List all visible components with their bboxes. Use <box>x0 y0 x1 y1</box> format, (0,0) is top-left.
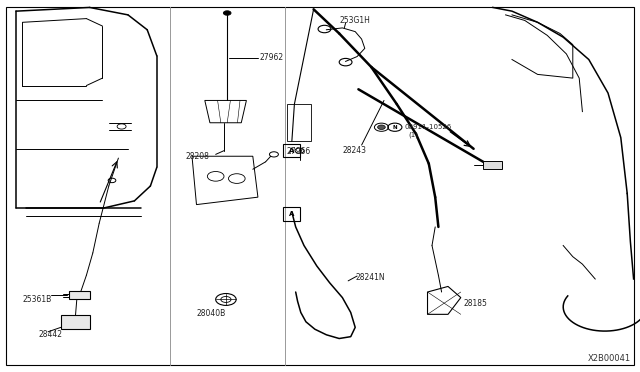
Text: 08911-10526: 08911-10526 <box>404 124 452 130</box>
Text: 27962: 27962 <box>259 53 284 62</box>
Text: N: N <box>392 125 397 130</box>
Text: A: A <box>289 211 294 217</box>
Text: 25361B: 25361B <box>22 295 52 304</box>
Circle shape <box>378 125 385 129</box>
Text: 28040B: 28040B <box>196 309 226 318</box>
Text: 28208: 28208 <box>186 152 209 161</box>
Bar <box>69 291 90 299</box>
Text: 253G1H: 253G1H <box>339 16 370 25</box>
Text: (1): (1) <box>408 131 419 138</box>
Bar <box>283 144 300 157</box>
Bar <box>61 315 90 329</box>
Text: 27966: 27966 <box>287 147 311 156</box>
Bar <box>283 207 300 221</box>
Bar <box>483 161 502 169</box>
Text: 28243: 28243 <box>342 146 367 155</box>
Text: 28185: 28185 <box>463 299 487 308</box>
Text: X2B00041: X2B00041 <box>588 354 630 363</box>
Bar <box>287 104 311 141</box>
Text: 28442: 28442 <box>38 330 63 339</box>
Text: 28241N: 28241N <box>356 273 385 282</box>
Circle shape <box>223 11 231 15</box>
Text: A: A <box>289 148 294 154</box>
